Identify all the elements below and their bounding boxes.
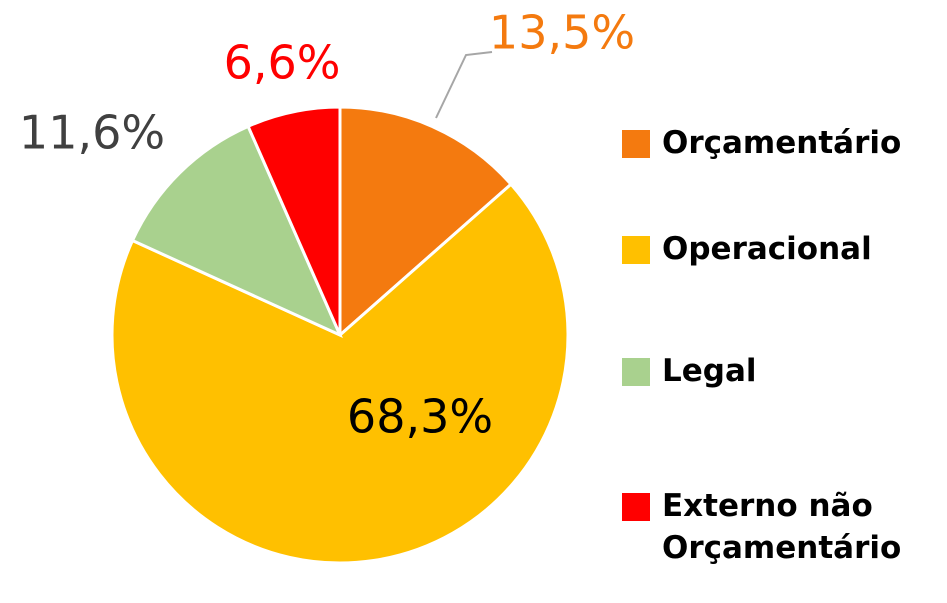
legend-item: Operacional	[622, 228, 944, 270]
pie-slice	[130, 124, 343, 338]
legend-swatch	[622, 493, 650, 521]
legend-item: Orçamentário	[622, 122, 944, 164]
pie-slice	[110, 182, 570, 565]
leader-line	[435, 51, 493, 119]
legend-swatch	[622, 358, 650, 386]
data-label: 6,6%	[224, 36, 341, 90]
data-label: 68,3%	[347, 390, 493, 444]
data-label: 13,5%	[489, 6, 635, 60]
pie-slice	[246, 105, 342, 336]
legend-swatch	[622, 236, 650, 264]
legend-item: Externo não Orçamentário	[622, 485, 944, 569]
legend-label: Externo não Orçamentário	[662, 488, 902, 566]
legend-item: Legal	[622, 350, 944, 392]
legend-swatch	[622, 130, 650, 158]
data-label: 11,6%	[19, 106, 165, 160]
pie-slice	[338, 105, 514, 339]
legend-label: Operacional	[662, 231, 872, 267]
legend-label: Orçamentário	[662, 125, 902, 161]
legend-label: Legal	[662, 353, 757, 389]
